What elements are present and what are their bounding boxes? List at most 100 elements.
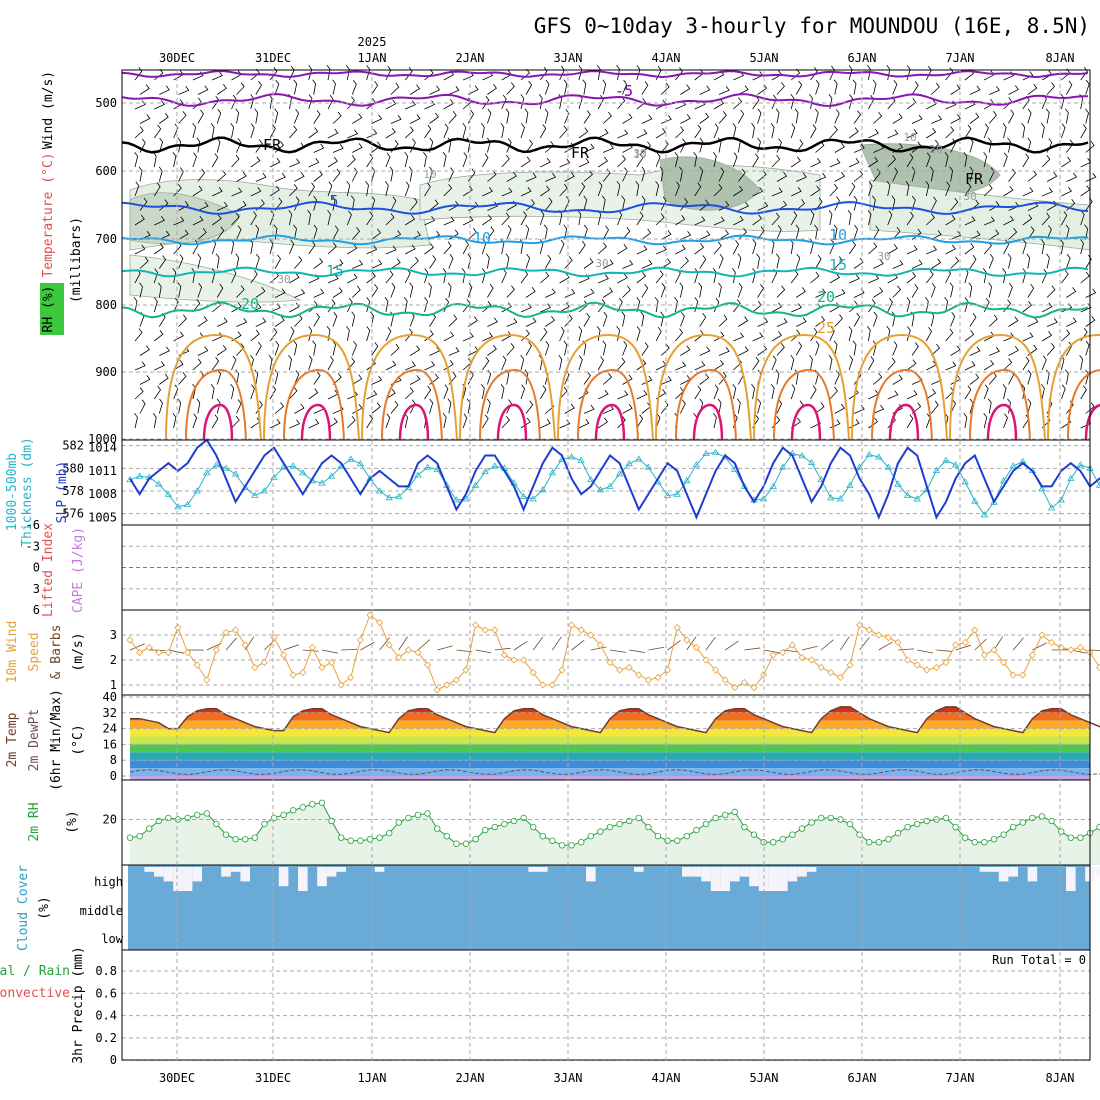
wind-barb [911,141,922,153]
wind-barb [1046,82,1056,95]
slp-tick: 1008 [88,487,117,501]
wind-barb [597,242,607,255]
rh-point [1067,834,1074,841]
wind10-point [577,626,585,634]
wind-barb [158,166,163,182]
day-label-top: 7JAN [946,51,975,65]
wind-barb [848,240,857,255]
rh-point [386,829,393,837]
wind-barb [583,110,591,124]
wind-barb [712,152,717,168]
wind-barb [988,314,998,327]
rh-point [866,839,873,846]
day-label-bottom: 31DEC [255,1071,291,1085]
wind-barb [564,109,570,124]
wind-barb [332,79,336,95]
wind-barb [699,112,710,124]
wind-barb [617,155,626,168]
wind-barb [293,340,298,356]
wind-barb [482,186,493,197]
wind10-point [414,648,422,657]
wind-barb [622,259,634,269]
wind-barb [983,413,988,429]
wind-barb [1061,211,1068,226]
wind-barb [332,340,337,356]
wind-barb [892,167,898,182]
wind-barb [134,126,144,139]
wind10-point [299,668,307,677]
high-cloud-gap [1008,867,1018,877]
thickness-point [519,492,528,500]
wind-barb [351,167,358,182]
wind-barb [950,84,961,95]
wind-barb [814,224,818,240]
high-cloud-gap [336,867,346,872]
li-tick: 3 [33,582,40,596]
high-cloud-gap [749,867,759,887]
wind-barb [350,195,355,211]
wind-barb [506,225,512,240]
wind-barb [775,253,780,269]
wind-barb [583,288,595,298]
wind-barb [963,412,968,429]
wind-barb [371,375,383,385]
thickness-point [769,482,777,489]
wind-barb [429,112,439,124]
thickness-point [884,463,893,470]
wind-barb [192,97,202,110]
wind-barb [602,225,609,240]
rh-point [145,825,153,832]
wind-barb [675,361,687,371]
wind-barb [231,212,240,226]
wind10-barb [475,649,492,654]
wind-barb [212,186,223,197]
wind-barb [660,82,670,95]
wind-barb [231,302,242,313]
thickness-point [423,463,432,470]
high-cloud-gap [1027,867,1038,882]
wind-barb [968,282,973,298]
wind-barb [351,226,361,240]
wind10-point [1000,658,1008,667]
day-label-top: 6JAN [848,51,877,65]
wind10-point [548,681,556,689]
wind-barb [178,111,187,124]
wind-barb [347,416,356,429]
wind-barb [622,341,628,356]
wind-barb [713,123,719,139]
wind-barb [424,361,436,371]
wind-barb [289,158,301,168]
contour-label: 30 [277,273,290,286]
wind-barb [312,340,317,356]
wind-barb [950,345,961,356]
wind-barb [931,230,942,240]
wind-barb [443,216,455,226]
slp-tick: 1005 [88,510,117,524]
wind-barb [231,187,243,197]
wind-barb [621,311,626,327]
wind-barb [134,361,146,371]
contour-label: 30 [963,190,976,203]
wind-barb [371,342,379,356]
wind-barb [732,123,737,139]
wind-barb [718,167,725,182]
wind10-point [865,626,873,634]
wind-barb [351,341,357,356]
day-label-bottom: 30DEC [159,1071,195,1085]
wind-barb [313,288,325,298]
wind-barb [429,255,437,269]
high-cloud-gap [230,867,241,872]
wind-barb [1027,83,1038,95]
rh-point [606,823,614,831]
wind-barb [867,210,872,226]
rh-point [309,801,316,808]
wind-barb [158,137,164,153]
wind-barb [269,418,281,429]
wind-barb [462,332,474,342]
rh-point [654,832,662,840]
rh-point [251,834,258,841]
wind-barb [583,170,594,182]
wind10-barb [321,649,338,654]
thickness-point [260,487,269,494]
wind-barb [834,288,846,298]
